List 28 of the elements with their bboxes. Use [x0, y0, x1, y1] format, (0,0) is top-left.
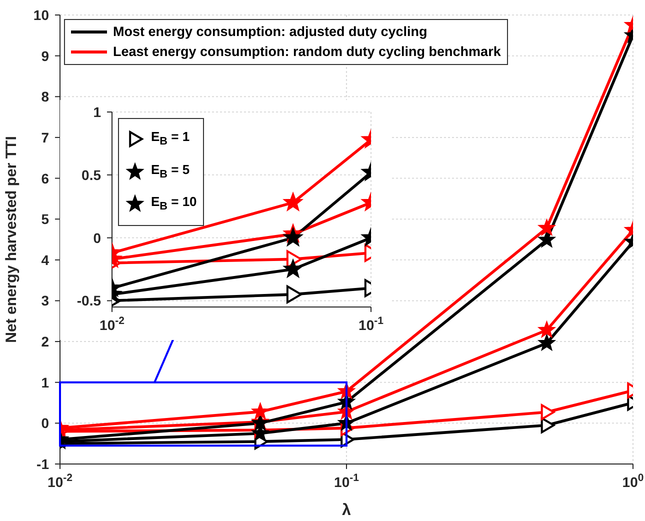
- y-tick-label: 1: [41, 374, 50, 390]
- y-tick-label: 5: [41, 211, 50, 228]
- y-tick-label: 3: [41, 292, 50, 309]
- y-tick-label: 2: [41, 334, 50, 350]
- y-tick-label: 0.5: [82, 166, 102, 183]
- y-axis-title: Net energy harvested per TTI: [3, 136, 20, 343]
- x-tick-label: 10$^{-1}$: [334, 472, 360, 490]
- x-tick-label: 10$^{-1}$: [358, 315, 384, 333]
- x-tick-label: 10$^{0}$: [622, 472, 644, 490]
- y-tick-label: 6: [41, 170, 50, 186]
- y-tick-label: 1: [93, 104, 102, 120]
- legend-label: E$_{B}$ = 10: [151, 193, 197, 215]
- y-tick-label: 8: [41, 88, 50, 105]
- x-tick-label: 10$^{-2}$: [48, 472, 73, 490]
- y-tick-label: 4: [41, 252, 50, 268]
- legend-label: E$_{B}$ = 5: [151, 160, 190, 182]
- y-tick-label: 0: [93, 230, 102, 246]
- legend-label: E$_{B}$ = 1: [151, 128, 190, 150]
- y-tick-label: 0: [41, 415, 50, 432]
- y-tick-label: 10: [33, 7, 50, 23]
- y-tick-label: 7: [41, 129, 50, 146]
- x-tick-label: 10$^{-2}$: [100, 315, 125, 333]
- y-tick-label: -1: [36, 456, 50, 472]
- legend-label: Least energy consumption: random duty cycling benchmark: [113, 43, 501, 61]
- y-tick-label: 9: [41, 48, 50, 64]
- x-axis-title: λ: [342, 502, 352, 519]
- y-tick-label: -0.5: [76, 292, 102, 309]
- legend-label: Most energy consumption: adjusted duty cycling: [113, 23, 428, 41]
